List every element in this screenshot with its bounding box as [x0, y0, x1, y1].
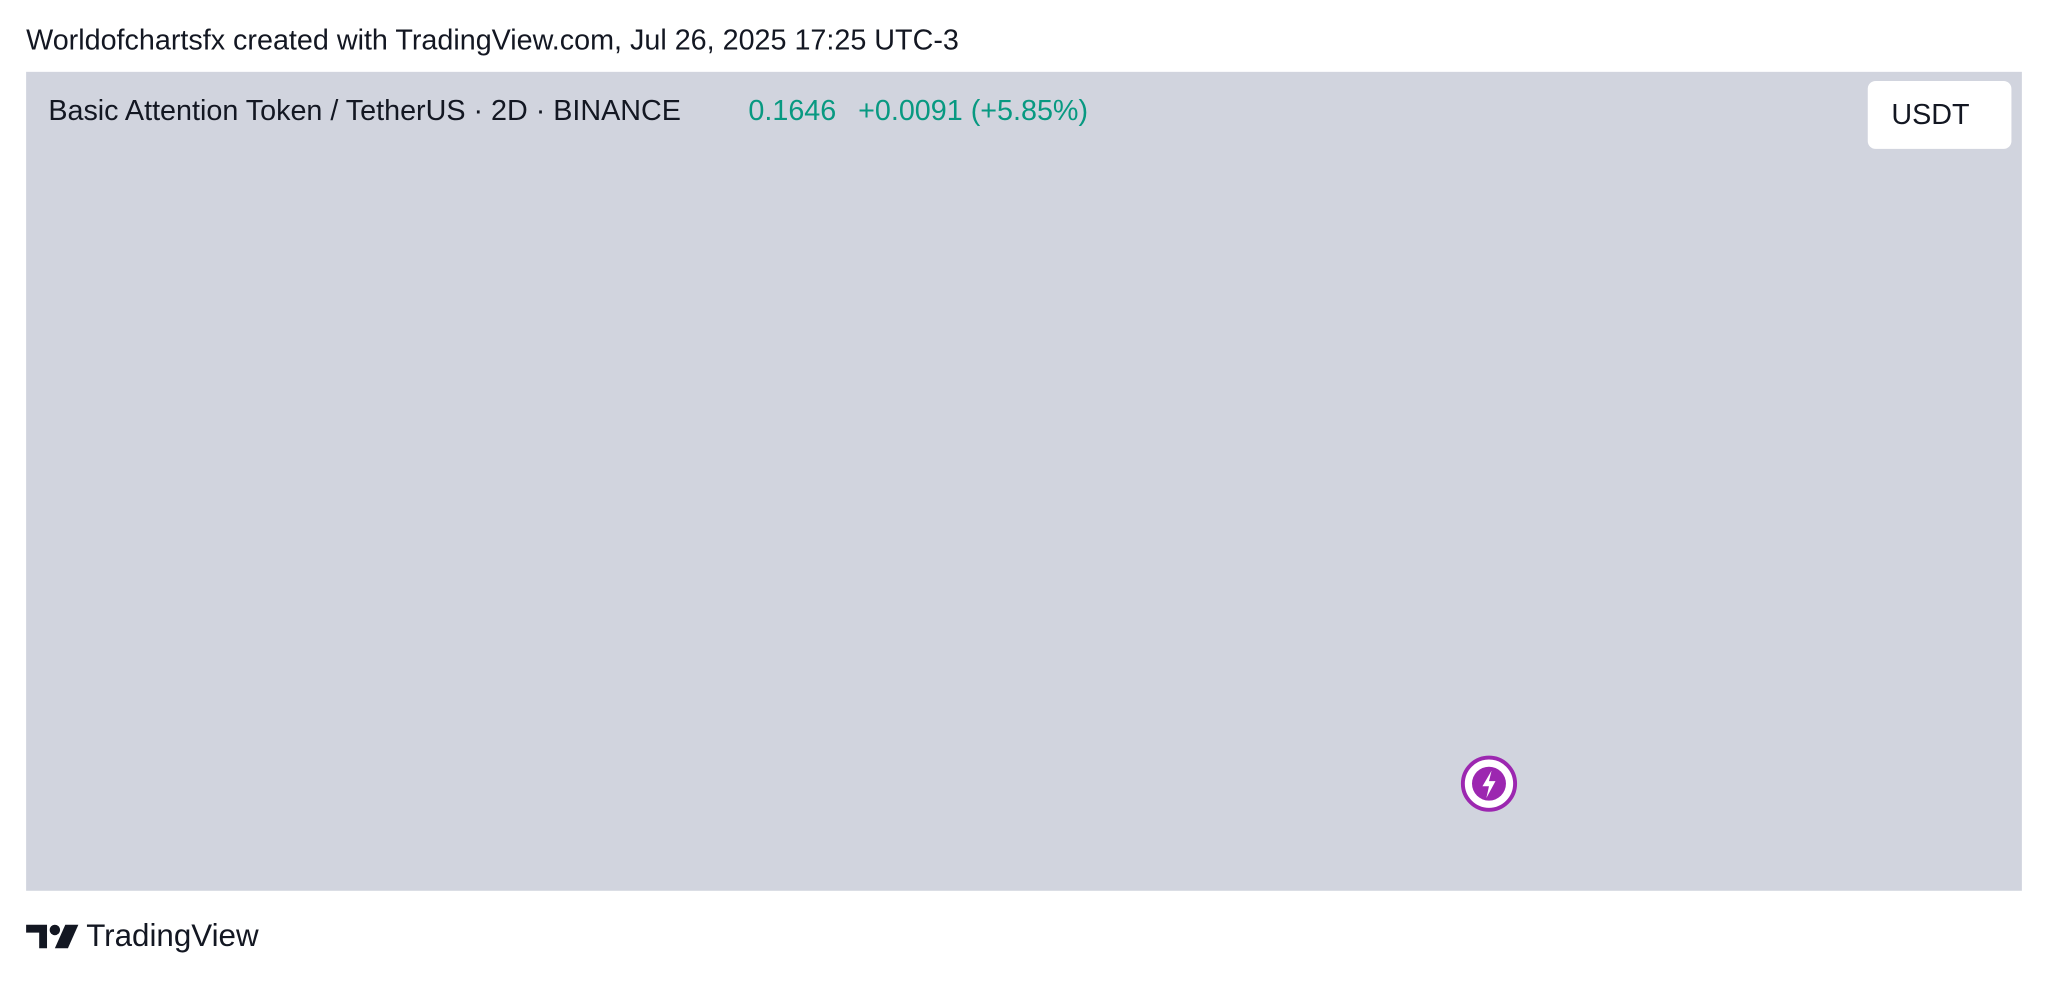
currency-label[interactable]: USDT: [1891, 99, 1969, 131]
header: Worldofchartsfx created with TradingView…: [26, 24, 959, 56]
currency-button[interactable]: [1867, 80, 2012, 149]
alert-icon[interactable]: [1460, 755, 1518, 812]
logo-slash: [54, 924, 79, 949]
chart-title: Basic Attention Token / TetherUS · 2D · …: [48, 95, 681, 127]
footer-text: TradingView: [86, 918, 259, 953]
logo-dot: [49, 924, 61, 936]
chart-panel: [26, 71, 2022, 891]
alert-bolt[interactable]: [1482, 770, 1496, 799]
last-price: 0.1646: [748, 95, 836, 127]
logo-mark: [26, 924, 48, 949]
price-change: +0.0091 (+5.85%): [858, 95, 1088, 127]
footer-logo: [26, 924, 79, 949]
